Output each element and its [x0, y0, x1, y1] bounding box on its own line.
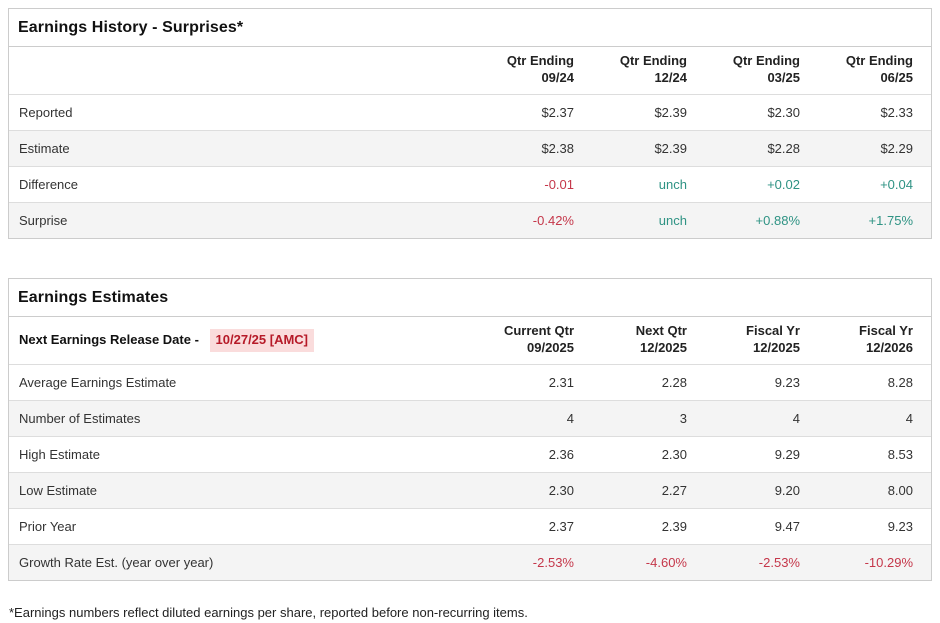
earnings-estimates-table: Next Earnings Release Date - 10/27/25 [A… — [9, 317, 931, 580]
column-header-line1: Fiscal Yr — [859, 322, 913, 338]
cell-value: unch — [658, 176, 687, 192]
cell-value: $2.39 — [654, 104, 687, 120]
cell-value: 3 — [679, 410, 687, 426]
table-row-reported: Reported $2.37 $2.39 $2.30 $2.33 — [9, 94, 931, 130]
column-header-line1: Qtr Ending — [619, 53, 687, 68]
table-row-prior-year: Prior Year 2.37 2.39 9.47 9.23 — [9, 508, 931, 544]
next-earnings-release-cell: Next Earnings Release Date - 10/27/25 [A… — [9, 317, 479, 364]
column-header-qtr-ending-0325: Qtr Ending 03/25 — [705, 47, 818, 94]
column-header-line1: Next Qtr — [635, 322, 687, 338]
table-row-growth-rate-est: Growth Rate Est. (year over year) -2.53%… — [9, 544, 931, 580]
cell-value: 9.29 — [774, 446, 800, 462]
column-header-line1: Qtr Ending — [506, 53, 574, 68]
row-label: Difference — [19, 176, 79, 192]
column-header-fiscal-yr-2026: Fiscal Yr 12/2026 — [818, 317, 931, 364]
cell-value: 2.27 — [661, 482, 687, 498]
column-header-line1: Current Qtr — [503, 322, 574, 338]
cell-value: +0.88% — [755, 212, 800, 228]
column-header-line1: Fiscal Yr — [746, 322, 800, 338]
column-header-line2: 09/2025 — [527, 339, 574, 355]
cell-value: +0.02 — [767, 176, 800, 192]
table-row-low-estimate: Low Estimate 2.30 2.27 9.20 8.00 — [9, 472, 931, 509]
cell-value: 4 — [792, 410, 800, 426]
cell-value: 8.00 — [887, 482, 913, 498]
column-header-line2: 06/25 — [880, 69, 913, 85]
cell-value: $2.38 — [541, 140, 574, 156]
table-row-number-of-estimates: Number of Estimates 4 3 4 4 — [9, 400, 931, 437]
cell-value: -0.42% — [532, 212, 574, 228]
cell-value: $2.33 — [880, 104, 913, 120]
earnings-estimates-title: Earnings Estimates — [9, 279, 931, 317]
cell-value: 9.20 — [774, 482, 800, 498]
column-header-line2: 12/2025 — [640, 339, 687, 355]
row-label: High Estimate — [19, 446, 100, 462]
cell-value: 8.28 — [887, 374, 913, 390]
earnings-history-panel: Earnings History - Surprises* Qtr Ending… — [8, 8, 932, 239]
column-header-current-qtr: Current Qtr 09/2025 — [479, 317, 592, 364]
cell-value: 2.39 — [661, 518, 687, 534]
cell-value: +0.04 — [880, 176, 913, 192]
column-header-qtr-ending-1224: Qtr Ending 12/24 — [592, 47, 705, 94]
earnings-history-title: Earnings History - Surprises* — [9, 9, 931, 47]
next-earnings-release-label: Next Earnings Release Date - — [19, 331, 199, 347]
cell-value: -2.53% — [532, 554, 574, 570]
row-label: Low Estimate — [19, 482, 98, 498]
column-header-line2: 12/2025 — [753, 339, 800, 355]
row-label: Average Earnings Estimate — [19, 374, 177, 390]
cell-value: $2.29 — [880, 140, 913, 156]
column-header-line2: 09/24 — [541, 69, 574, 85]
column-header-line2: 12/24 — [654, 69, 687, 85]
cell-value: 2.37 — [548, 518, 574, 534]
cell-value: 2.30 — [548, 482, 574, 498]
column-header-fiscal-yr-2025: Fiscal Yr 12/2025 — [705, 317, 818, 364]
cell-value: $2.37 — [541, 104, 574, 120]
table-row-high-estimate: High Estimate 2.36 2.30 9.29 8.53 — [9, 436, 931, 472]
cell-value: unch — [658, 212, 687, 228]
earnings-estimates-header-row: Next Earnings Release Date - 10/27/25 [A… — [9, 317, 931, 364]
cell-value: 2.36 — [548, 446, 574, 462]
header-spacer-cell — [9, 47, 479, 94]
cell-value: 2.30 — [661, 446, 687, 462]
column-header-next-qtr: Next Qtr 12/2025 — [592, 317, 705, 364]
cell-value: 9.23 — [887, 518, 913, 534]
column-header-line1: Qtr Ending — [845, 53, 913, 68]
earnings-history-header-row: Qtr Ending 09/24 Qtr Ending 12/24 Qtr En… — [9, 47, 931, 94]
row-label: Reported — [19, 104, 73, 120]
column-header-line2: 12/2026 — [866, 339, 913, 355]
table-row-difference: Difference -0.01 unch +0.02 +0.04 — [9, 166, 931, 202]
cell-value: 4 — [566, 410, 574, 426]
cell-value: 2.31 — [548, 374, 574, 390]
earnings-footnote: *Earnings numbers reflect diluted earnin… — [9, 604, 528, 620]
row-label: Prior Year — [19, 518, 77, 534]
earnings-estimates-panel: Earnings Estimates Next Earnings Release… — [8, 277, 932, 581]
column-header-qtr-ending-0924: Qtr Ending 09/24 — [479, 47, 592, 94]
cell-value: 8.53 — [887, 446, 913, 462]
earnings-history-table: Qtr Ending 09/24 Qtr Ending 12/24 Qtr En… — [9, 47, 931, 238]
table-row-surprise: Surprise -0.42% unch +0.88% +1.75% — [9, 202, 931, 238]
row-label: Number of Estimates — [19, 410, 141, 426]
cell-value: $2.39 — [654, 140, 687, 156]
cell-value: -4.60% — [645, 554, 687, 570]
column-header-line2: 03/25 — [767, 69, 800, 85]
cell-value: +1.75% — [868, 212, 913, 228]
row-label: Surprise — [19, 212, 68, 228]
cell-value: 9.47 — [774, 518, 800, 534]
column-header-line1: Qtr Ending — [732, 53, 800, 68]
cell-value: -2.53% — [758, 554, 800, 570]
row-label: Estimate — [19, 140, 70, 156]
table-row-average-earnings-estimate: Average Earnings Estimate 2.31 2.28 9.23… — [9, 364, 931, 400]
cell-value: 2.28 — [661, 374, 687, 390]
cell-value: -10.29% — [864, 554, 913, 570]
table-row-estimate: Estimate $2.38 $2.39 $2.28 $2.29 — [9, 130, 931, 167]
cell-value: -0.01 — [544, 176, 574, 192]
row-label: Growth Rate Est. (year over year) — [19, 554, 214, 570]
cell-value: 9.23 — [774, 374, 800, 390]
column-header-qtr-ending-0625: Qtr Ending 06/25 — [818, 47, 931, 94]
next-earnings-release-date-badge: 10/27/25 [AMC] — [209, 328, 315, 352]
cell-value: $2.28 — [767, 140, 800, 156]
cell-value: $2.30 — [767, 104, 800, 120]
cell-value: 4 — [905, 410, 913, 426]
